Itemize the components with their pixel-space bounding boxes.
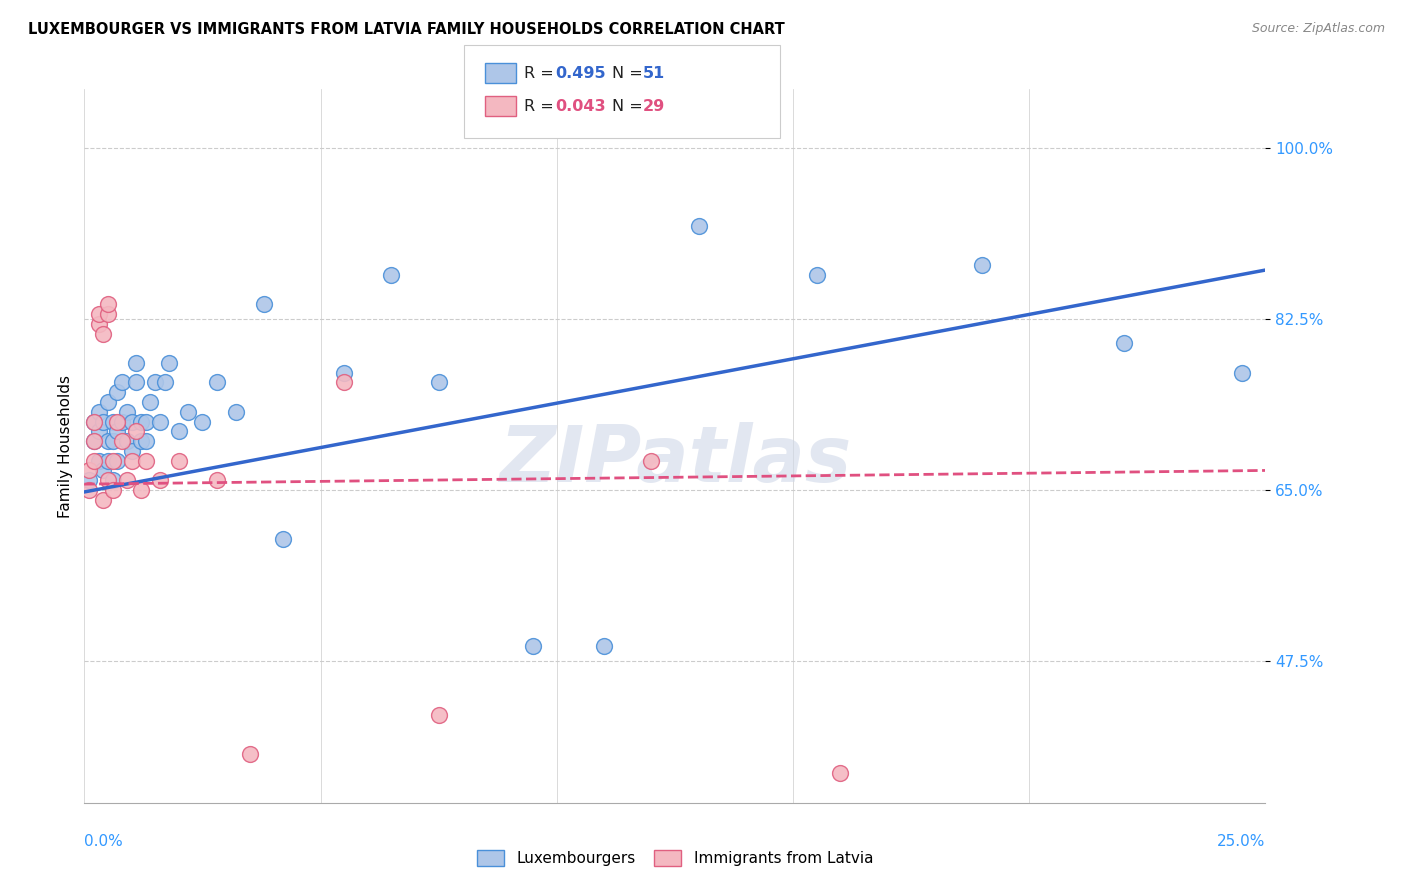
- Point: [91, 492, 114, 507]
- Point: [135, 453, 157, 467]
- Point: [253, 297, 276, 311]
- Point: [970, 258, 993, 272]
- Point: [97, 307, 120, 321]
- Point: [205, 473, 228, 487]
- Text: R =: R =: [524, 99, 560, 113]
- Point: [149, 473, 172, 487]
- Point: [87, 425, 110, 439]
- Point: [139, 395, 162, 409]
- Point: [427, 376, 450, 390]
- Point: [830, 766, 852, 780]
- Point: [87, 317, 110, 331]
- Point: [688, 219, 710, 233]
- Point: [77, 463, 100, 477]
- Text: 0.495: 0.495: [555, 66, 606, 80]
- Point: [97, 473, 120, 487]
- Point: [111, 434, 134, 449]
- Point: [121, 415, 143, 429]
- Point: [107, 415, 129, 429]
- Point: [125, 376, 148, 390]
- Point: [101, 453, 124, 467]
- Point: [191, 415, 214, 429]
- Point: [1230, 366, 1253, 380]
- Point: [427, 707, 450, 722]
- Text: N =: N =: [612, 66, 648, 80]
- Point: [111, 376, 134, 390]
- Point: [380, 268, 402, 282]
- Point: [135, 434, 157, 449]
- Point: [205, 376, 228, 390]
- Text: 25.0%: 25.0%: [1218, 834, 1265, 849]
- Point: [97, 453, 120, 467]
- Point: [87, 405, 110, 419]
- Point: [333, 376, 356, 390]
- Point: [87, 307, 110, 321]
- Text: 0.0%: 0.0%: [84, 834, 124, 849]
- Point: [1112, 336, 1135, 351]
- Point: [111, 415, 134, 429]
- Point: [239, 747, 262, 761]
- Text: R =: R =: [524, 66, 560, 80]
- Point: [125, 356, 148, 370]
- Point: [167, 453, 190, 467]
- Point: [333, 366, 356, 380]
- Text: 29: 29: [643, 99, 665, 113]
- Text: Source: ZipAtlas.com: Source: ZipAtlas.com: [1251, 22, 1385, 36]
- Point: [77, 483, 100, 497]
- Point: [115, 434, 138, 449]
- Point: [225, 405, 247, 419]
- Point: [177, 405, 200, 419]
- Text: 51: 51: [643, 66, 665, 80]
- Point: [167, 425, 190, 439]
- Point: [593, 640, 616, 654]
- Point: [806, 268, 828, 282]
- Point: [115, 473, 138, 487]
- Point: [101, 415, 124, 429]
- Text: 0.043: 0.043: [555, 99, 606, 113]
- Point: [97, 297, 120, 311]
- Point: [83, 434, 105, 449]
- Point: [115, 405, 138, 419]
- Text: N =: N =: [612, 99, 648, 113]
- Point: [83, 434, 105, 449]
- Point: [107, 385, 129, 400]
- Point: [121, 443, 143, 458]
- Point: [97, 434, 120, 449]
- Point: [97, 395, 120, 409]
- Text: LUXEMBOURGER VS IMMIGRANTS FROM LATVIA FAMILY HOUSEHOLDS CORRELATION CHART: LUXEMBOURGER VS IMMIGRANTS FROM LATVIA F…: [28, 22, 785, 37]
- Point: [83, 415, 105, 429]
- Point: [149, 415, 172, 429]
- Point: [640, 453, 662, 467]
- Text: ZIPatlas: ZIPatlas: [499, 422, 851, 499]
- Point: [101, 434, 124, 449]
- Point: [271, 532, 294, 546]
- Point: [91, 326, 114, 341]
- Point: [522, 640, 544, 654]
- Point: [101, 473, 124, 487]
- Point: [125, 425, 148, 439]
- Point: [77, 473, 100, 487]
- Legend: Luxembourgers, Immigrants from Latvia: Luxembourgers, Immigrants from Latvia: [470, 842, 880, 873]
- Point: [129, 415, 152, 429]
- Point: [143, 376, 166, 390]
- Y-axis label: Family Households: Family Households: [58, 375, 73, 517]
- Point: [91, 415, 114, 429]
- Point: [83, 453, 105, 467]
- Point: [107, 453, 129, 467]
- Point: [101, 483, 124, 497]
- Point: [87, 453, 110, 467]
- Point: [129, 434, 152, 449]
- Point: [129, 483, 152, 497]
- Point: [153, 376, 176, 390]
- Point: [121, 453, 143, 467]
- Point: [107, 425, 129, 439]
- Point: [135, 415, 157, 429]
- Point: [91, 463, 114, 477]
- Point: [157, 356, 180, 370]
- Point: [83, 415, 105, 429]
